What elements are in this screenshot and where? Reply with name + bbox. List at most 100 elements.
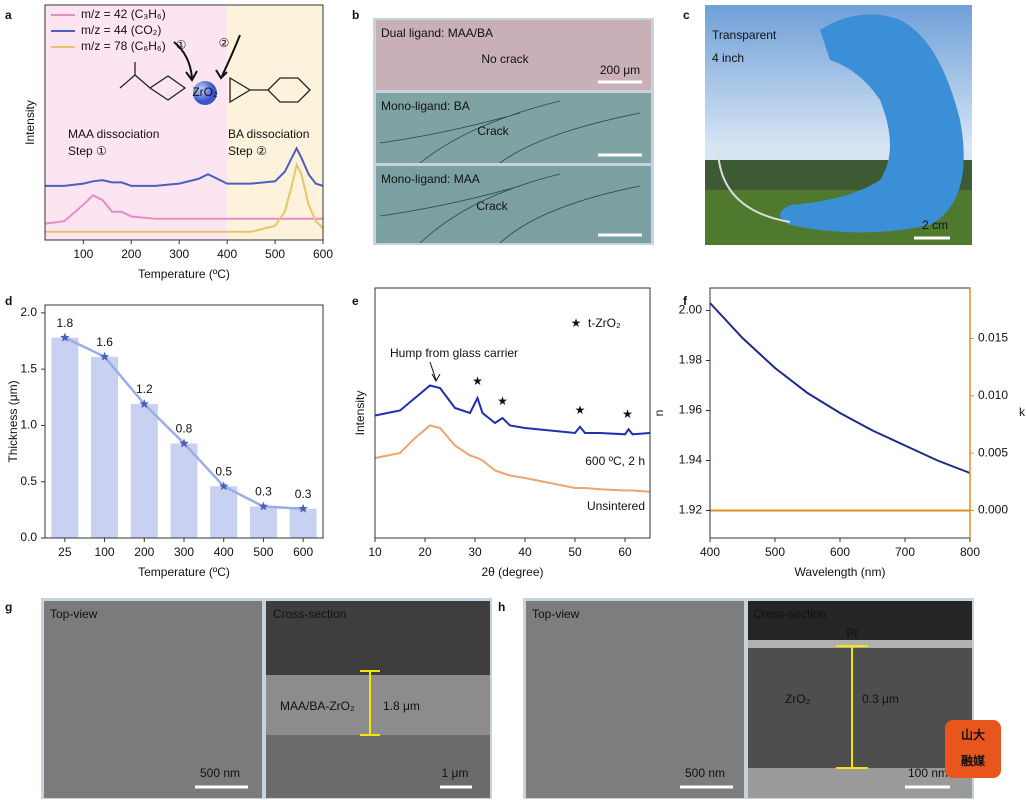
x-tick-label: 60 <box>618 545 632 559</box>
thickness-bar <box>360 670 380 736</box>
series-line <box>374 424 651 493</box>
scale-text: 100 nm <box>908 766 948 780</box>
x-tick-label: 10 <box>368 545 382 559</box>
watermark-text: 山大 <box>961 727 985 742</box>
y-tick-label: 1.96 <box>679 403 703 417</box>
point-marker <box>99 351 110 361</box>
layer-label: ZrO₂ <box>785 692 811 706</box>
molecule <box>119 62 311 104</box>
panel-letter: a <box>5 8 12 22</box>
point-marker <box>258 501 269 511</box>
x-tick-label: 500 <box>265 247 285 261</box>
molecule-mark: ② <box>219 36 230 50</box>
bar <box>249 506 277 538</box>
value-label: 0.8 <box>176 422 193 436</box>
sem-top <box>44 601 262 798</box>
y-tick-label: 1.5 <box>20 361 37 375</box>
image-title: Cross-section <box>753 607 826 621</box>
peak-star: ★ <box>575 403 586 417</box>
strip-result: Crack <box>477 124 509 138</box>
x-tick-label: 100 <box>95 545 115 559</box>
tem-sub <box>748 768 972 798</box>
strip-result: No crack <box>481 52 529 66</box>
bar <box>130 404 158 538</box>
shaded-region <box>45 5 228 240</box>
crack-lines <box>379 173 641 244</box>
value-label: 1.6 <box>96 335 113 349</box>
x-axis-label: Temperature (ºC) <box>138 565 230 579</box>
annotation: Hump from glass carrier <box>390 346 518 360</box>
cap-label: Pt <box>846 626 858 640</box>
sem-cross-top <box>266 601 490 675</box>
series-line <box>44 194 323 225</box>
y-tick-label: 1.98 <box>679 353 703 367</box>
y-axis-label: n <box>652 410 666 417</box>
series-label: Unsintered <box>587 499 645 513</box>
strip-title: Mono-ligand: BA <box>381 99 470 113</box>
molecule-center: ZrO₂ <box>192 85 218 99</box>
y-tick-label: 2.0 <box>20 305 37 319</box>
peak-star: ★ <box>472 374 483 388</box>
y-tick-label: 1.94 <box>679 453 703 467</box>
series-line <box>45 146 324 187</box>
panel-letter: d <box>5 294 12 308</box>
series-line <box>45 161 324 233</box>
point-marker <box>139 399 149 409</box>
sem-cross-film <box>266 675 490 735</box>
x-tick-label: 500 <box>253 545 273 559</box>
zr-ball <box>193 81 217 105</box>
annotation: BA dissociation <box>228 127 309 141</box>
micrograph <box>376 20 651 90</box>
legend-label: m/z = 44 (CO₂) <box>81 23 161 37</box>
thickness-bar <box>836 645 868 769</box>
plot-frame <box>44 304 324 539</box>
series-line <box>374 384 651 436</box>
annotation: Step ② <box>228 144 267 158</box>
thickness-label: 0.3 μm <box>862 692 899 706</box>
bar <box>91 356 119 538</box>
bar <box>170 443 198 538</box>
value-label: 0.3 <box>295 487 312 501</box>
x-tick-label: 20 <box>418 545 432 559</box>
bar <box>289 508 317 538</box>
x-tick-label: 400 <box>217 247 237 261</box>
bar <box>51 337 79 538</box>
point-marker <box>298 503 308 513</box>
plot-frame <box>374 287 651 539</box>
value-label: 0.3 <box>255 485 272 499</box>
y-tick-label: 0.000 <box>978 503 1008 517</box>
strip-title: Mono-ligand: MAA <box>381 172 480 186</box>
x-axis-label: Wavelength (nm) <box>795 565 886 579</box>
value-label: 1.8 <box>57 316 74 330</box>
panel-letter: e <box>352 294 359 308</box>
y-tick-label: 0.005 <box>978 445 1008 459</box>
wafer <box>717 149 791 223</box>
tem-top <box>748 601 972 640</box>
plot-frame <box>44 4 324 241</box>
panel-letter: f <box>683 294 688 308</box>
legend-label: t-ZrO₂ <box>588 316 621 330</box>
scale-text: 2 cm <box>922 218 948 232</box>
y-tick-label: 1.0 <box>20 418 37 432</box>
value-label: 0.5 <box>215 464 232 478</box>
x-tick-label: 600 <box>293 545 313 559</box>
annotation-arrow <box>429 361 441 383</box>
tem-pt <box>748 640 972 648</box>
x-tick-label: 800 <box>960 545 980 559</box>
image-title: Cross-section <box>273 607 346 621</box>
x-tick-label: 300 <box>174 545 194 559</box>
layer-label: MAA/BA-ZrO₂ <box>280 699 355 713</box>
x-tick-label: 200 <box>121 247 141 261</box>
x-tick-label: 400 <box>700 545 720 559</box>
x-tick-label: 30 <box>468 545 482 559</box>
x-tick-label: 100 <box>73 247 93 261</box>
x-tick-label: 300 <box>169 247 189 261</box>
point-marker <box>219 481 229 491</box>
y-tick-label: 0.015 <box>978 331 1008 345</box>
series-line <box>709 302 971 474</box>
legend-label: m/z = 42 (C₃H₆) <box>81 7 166 21</box>
scale-text: 200 μm <box>600 63 640 77</box>
bar <box>210 486 238 538</box>
